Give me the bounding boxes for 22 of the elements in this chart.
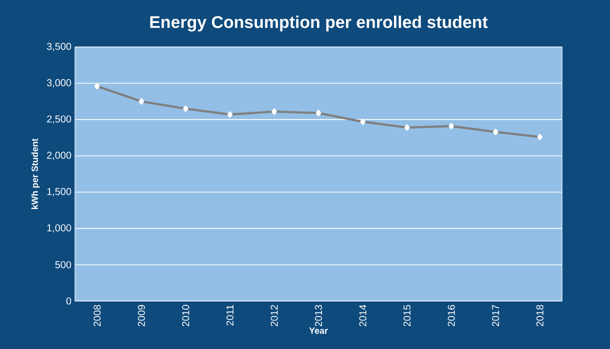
x-axis-title: Year [309, 328, 328, 334]
x-tick-label: 2008 [94, 304, 101, 326]
y-axis-title: kWh per Student [31, 138, 40, 209]
y-tick-label: 1,500 [47, 188, 72, 196]
y-tick-label: 2,000 [47, 152, 72, 160]
x-tick-label: 2009 [138, 304, 145, 326]
x-tick-label: 2015 [404, 304, 411, 326]
y-tick-label: 3,500 [46, 42, 72, 52]
y-tick-label: 0 [66, 297, 72, 305]
chart-title: Energy Consumption per enrolled student [150, 16, 488, 32]
y-tick-label: 2,500 [47, 115, 72, 124]
x-tick-label: 2018 [536, 304, 544, 326]
x-tick-label: 2013 [314, 304, 322, 326]
x-tick-label: 2011 [226, 305, 234, 326]
x-tick-label: 2016 [448, 304, 455, 326]
y-tick-label: 3,000 [46, 79, 72, 88]
x-tick-label: 2017 [492, 305, 500, 326]
x-tick-label: 2010 [182, 304, 190, 326]
x-tick-label: 2012 [270, 305, 278, 326]
x-tick-label: 2014 [359, 304, 366, 326]
y-tick-label: 500 [55, 261, 72, 268]
y-tick-label: 1,000 [47, 224, 72, 233]
